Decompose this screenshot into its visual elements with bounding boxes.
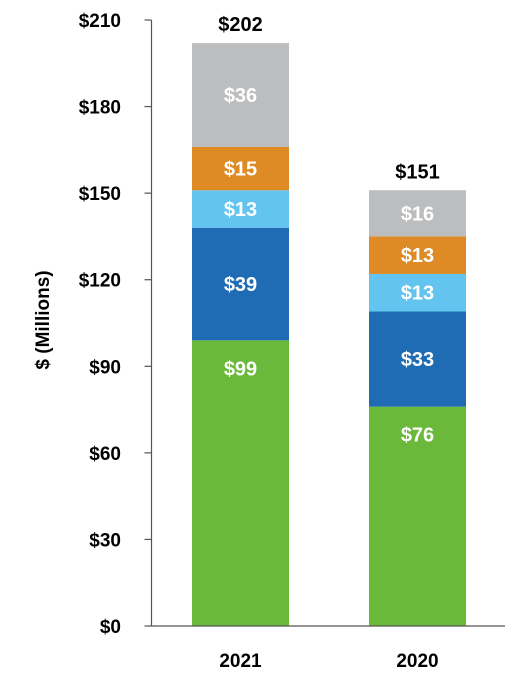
bar-segment-label: $16: [401, 203, 434, 225]
y-tick-label: $90: [89, 357, 121, 378]
bar-segment-label: $15: [224, 159, 257, 181]
y-tick-label: $60: [89, 444, 121, 465]
bar-segment: [369, 406, 466, 626]
x-axis: 2021 2020: [151, 625, 505, 672]
y-axis-title: $ (Millions): [33, 270, 54, 369]
bar-segment: [192, 340, 289, 626]
bar-segment: [192, 146, 289, 191]
bar-segment-label: $13: [401, 283, 434, 305]
y-tick-label: $30: [89, 530, 121, 551]
bar-segment-label: $99: [224, 358, 257, 380]
y-tick-label: $150: [79, 184, 121, 205]
bar-segment-label: $13: [401, 245, 434, 267]
bar-segment-label: $13: [224, 199, 257, 221]
bar-segment: [369, 190, 466, 237]
y-tick-label: $120: [79, 271, 121, 292]
bar-segment: [192, 227, 289, 341]
bar-segment-label: $39: [224, 274, 257, 296]
bar-total-label: $151: [395, 161, 440, 183]
bars: $99 $39 $13 $15 $36 $202 $76 $33 $13 $13 $16 $151: [192, 14, 466, 626]
bar-segment: [192, 43, 289, 147]
bar-total-label: $202: [218, 14, 263, 36]
x-category-label: 2021: [219, 651, 262, 672]
bar-segment-label: $33: [401, 349, 434, 371]
bar-segment: [369, 236, 466, 274]
y-tick-label: $0: [100, 617, 121, 638]
bar-segment: [369, 311, 466, 407]
bar-segment-label: $36: [224, 85, 257, 107]
x-category-label: 2020: [396, 651, 438, 672]
bar-segment: [192, 190, 289, 228]
bar-segment: [369, 273, 466, 312]
bar-segment-label: $76: [401, 425, 434, 447]
y-tick-label: $210: [79, 11, 121, 32]
y-tick-label: $180: [79, 98, 121, 119]
y-axis: $0 $30 $60 $90 $120 $150 $180 $210: [79, 11, 153, 638]
